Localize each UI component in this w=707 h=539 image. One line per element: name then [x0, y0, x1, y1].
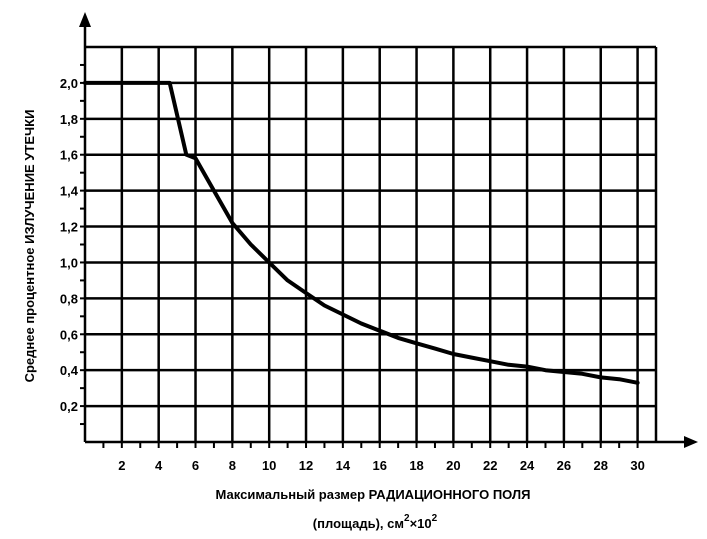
y-tick-label: 0,6 [60, 327, 78, 342]
x-tick-label: 24 [520, 458, 535, 473]
x-tick-label: 14 [336, 458, 351, 473]
x-tick-label: 6 [192, 458, 199, 473]
y-tick-label: 1,2 [60, 220, 78, 235]
x-tick-label: 16 [372, 458, 386, 473]
x-tick-label: 2 [118, 458, 125, 473]
x-tick-label: 8 [229, 458, 236, 473]
x-tick-label: 30 [630, 458, 644, 473]
x-tick-label: 26 [557, 458, 571, 473]
y-tick-label: 1,0 [60, 255, 78, 270]
series-line [83, 80, 640, 385]
y-tick-label: 1,4 [60, 184, 79, 199]
axes [79, 12, 698, 448]
y-tick-label: 0,8 [60, 291, 78, 306]
x-tick-label: 22 [483, 458, 497, 473]
y-tick-label: 0,4 [60, 363, 79, 378]
y-tick-labels: 0,2 0,4 0,6 0,8 1,0 1,2 1,4 1,6 1,8 2,0 [60, 76, 79, 414]
x-tick-label: 4 [155, 458, 163, 473]
series-group [83, 80, 640, 385]
y-tick-label: 1,8 [60, 112, 78, 127]
x-axis-title-tail: ×10 [410, 516, 432, 531]
x-axis-title-line1: Максимальный размер РАДИАЦИОННОГО ПОЛЯ [216, 487, 531, 502]
x-tick-labels: 2 4 6 8 10 12 14 16 18 20 22 24 26 28 30 [118, 458, 645, 473]
x-axis-arrow [684, 436, 698, 448]
x-tick-label: 10 [262, 458, 276, 473]
y-tick-label: 1,6 [60, 148, 78, 163]
x-axis-title-sup2: 2 [432, 513, 438, 524]
x-axis-title-sup: 2 [404, 513, 410, 524]
grid [85, 45, 658, 442]
y-tick-label: 2,0 [60, 76, 78, 91]
x-tick-label: 20 [446, 458, 460, 473]
y-axis-title: Среднее процентное ИЗЛУЧЕНИЕ УТЕЧКИ [22, 110, 37, 383]
x-tick-label: 28 [594, 458, 608, 473]
y-axis-arrow [79, 12, 91, 27]
x-axis-title-main: (площадь), см [313, 516, 404, 531]
y-tick-label: 0,2 [60, 399, 78, 414]
x-tick-label: 18 [409, 458, 423, 473]
x-axis-title-line2: (площадь), см2×102 [313, 513, 438, 531]
x-tick-label: 12 [299, 458, 313, 473]
